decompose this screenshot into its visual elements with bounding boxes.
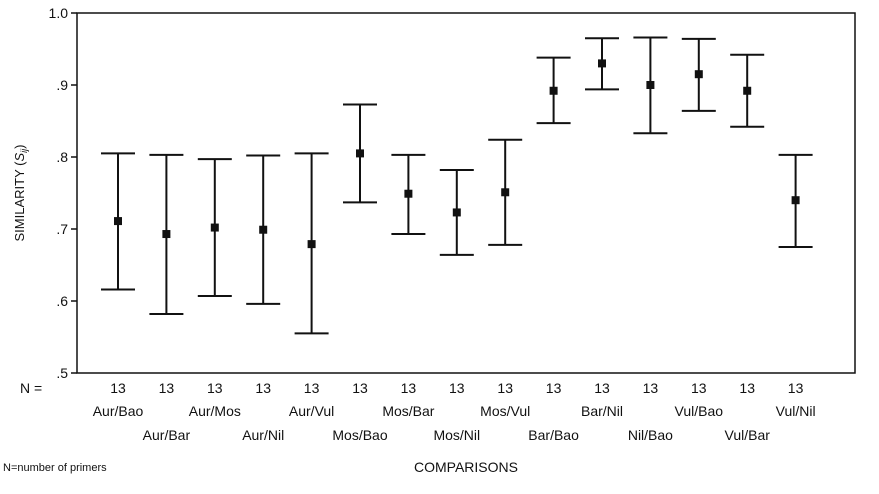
- n-value-label: 13: [159, 380, 175, 396]
- category-label: Vul/Bar: [725, 427, 771, 443]
- mean-marker: [162, 230, 171, 239]
- n-value-label: 13: [352, 380, 368, 396]
- y-axis-title-sub: ij: [19, 148, 29, 153]
- category-label: Mos/Bao: [332, 427, 387, 443]
- n-value-label: 13: [497, 380, 513, 396]
- n-value-label: 13: [691, 380, 707, 396]
- x-axis-title: COMPARISONS: [414, 459, 518, 475]
- y-tick-label: .5: [56, 365, 68, 381]
- sample-size-labels: N = 13 13 13 13 13 13 13 13 13 13 13 13 13 13 13: [20, 380, 804, 396]
- category-label: Mos/Bar: [382, 403, 434, 419]
- y-tick-label: .7: [56, 221, 68, 237]
- y-axis-title-var: S: [12, 153, 27, 162]
- mean-marker: [356, 149, 364, 158]
- error-bar: [439, 168, 474, 256]
- category-label: Aur/Bar: [143, 427, 191, 443]
- y-axis-title-close: ): [12, 145, 27, 149]
- y-axis-title: SIMILARITY (Sij): [12, 145, 29, 242]
- mean-marker: [501, 188, 510, 197]
- error-bar: [730, 53, 765, 128]
- mean-marker: [114, 217, 122, 226]
- n-value-label: 13: [739, 380, 755, 396]
- category-label: Aur/Bao: [93, 403, 144, 419]
- error-bars: [101, 36, 813, 335]
- error-bar: [585, 37, 619, 91]
- mean-marker: [694, 70, 703, 79]
- error-bar: [391, 153, 426, 236]
- error-bar: [101, 152, 135, 291]
- n-value-label: 13: [401, 380, 417, 396]
- y-tick-label: .6: [56, 293, 68, 309]
- mean-marker: [404, 189, 413, 198]
- plot-frame: [76, 12, 856, 374]
- category-label: Nil/Bao: [628, 427, 673, 443]
- error-bar: [536, 56, 571, 125]
- error-bar: [149, 153, 184, 315]
- n-value-label: 13: [594, 380, 610, 396]
- y-tick-label: 1.0: [49, 5, 69, 21]
- n-value-label: 13: [788, 380, 804, 396]
- category-label: Aur/Vul: [289, 403, 334, 419]
- error-bar: [197, 158, 232, 297]
- error-bar: [778, 153, 813, 248]
- category-label: Mos/Nil: [433, 427, 480, 443]
- mean-marker: [743, 86, 752, 95]
- n-value-label: 13: [643, 380, 659, 396]
- n-value-label: 13: [255, 380, 271, 396]
- y-tick-label: .8: [56, 149, 68, 165]
- footnote: N=number of primers: [3, 462, 107, 474]
- mean-marker: [646, 81, 655, 89]
- mean-marker: [549, 86, 558, 95]
- category-label: Vul/Bao: [675, 403, 724, 419]
- mean-marker: [259, 225, 268, 234]
- mean-marker: [210, 223, 219, 232]
- n-value-label: 13: [449, 380, 465, 396]
- mean-marker: [452, 208, 461, 217]
- error-bar: [488, 138, 523, 246]
- category-label: Mos/Vul: [480, 403, 530, 419]
- category-label: Bar/Nil: [581, 403, 623, 419]
- n-value-label: 13: [207, 380, 223, 396]
- error-bar: [246, 154, 281, 305]
- y-tick-label: .9: [56, 77, 68, 93]
- y-axis-title-main: SIMILARITY (: [12, 161, 27, 242]
- n-value-label: 13: [304, 380, 320, 396]
- category-label: Aur/Nil: [242, 427, 284, 443]
- n-value-label: 13: [110, 380, 126, 396]
- y-axis-ticks: .5 .6 .7 .8 .9 1.0: [49, 5, 77, 381]
- error-bar: [681, 37, 716, 112]
- category-label: Bar/Bao: [528, 427, 579, 443]
- error-bar: [294, 152, 329, 335]
- error-bar: [633, 36, 668, 135]
- error-bar: [343, 103, 377, 204]
- category-label: Vul/Nil: [776, 403, 816, 419]
- category-label: Aur/Mos: [189, 403, 241, 419]
- n-prefix-label: N =: [20, 380, 42, 396]
- mean-marker: [791, 196, 800, 205]
- mean-marker: [307, 240, 316, 249]
- mean-marker: [598, 59, 606, 68]
- n-value-label: 13: [546, 380, 562, 396]
